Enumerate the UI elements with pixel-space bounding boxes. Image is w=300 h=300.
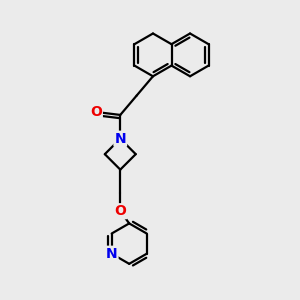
Text: O: O	[90, 105, 102, 119]
Text: O: O	[114, 204, 126, 218]
Text: N: N	[115, 132, 126, 146]
Text: N: N	[106, 247, 118, 261]
